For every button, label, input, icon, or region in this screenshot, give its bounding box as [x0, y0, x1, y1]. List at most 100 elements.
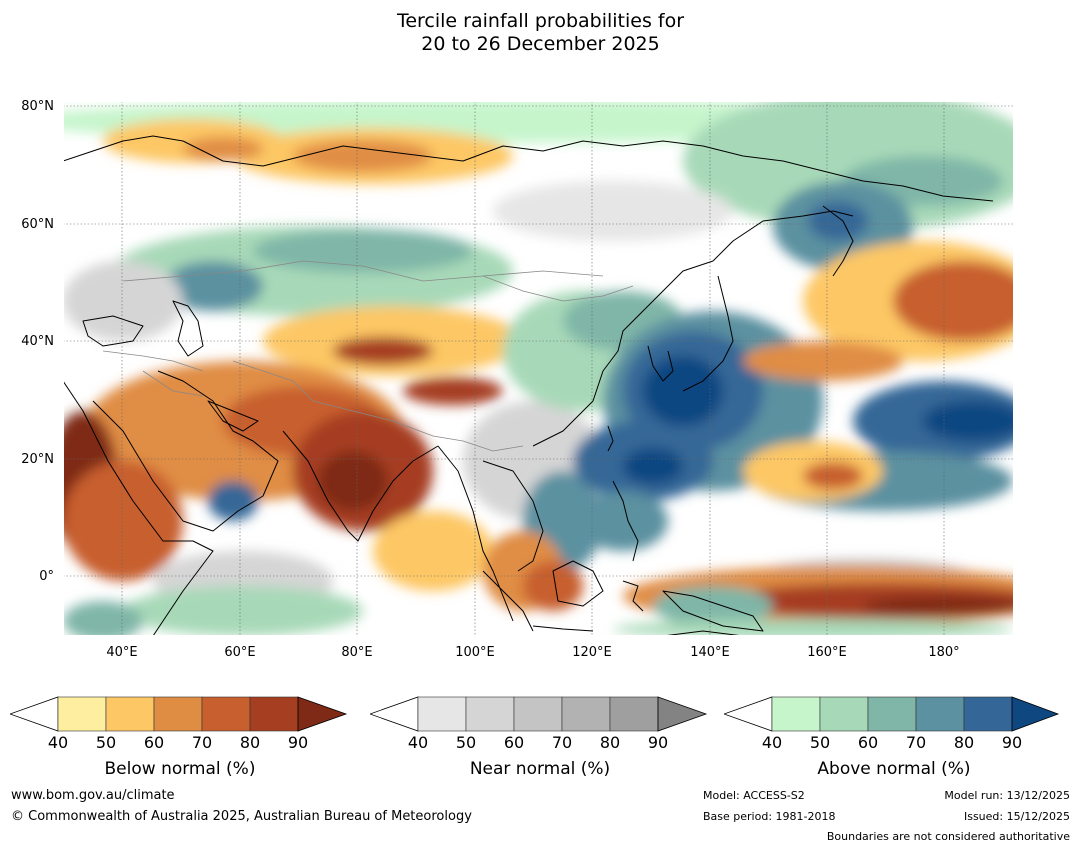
lon-label-160e: 160°E: [807, 645, 847, 660]
patch-russia-orange-dark: [293, 140, 433, 172]
tick-near-70: 70: [551, 733, 573, 752]
tick-above-70: 70: [905, 733, 927, 752]
tick-above-80: 80: [953, 733, 975, 752]
footer-model: Model: ACCESS-S2: [703, 789, 805, 802]
tick-near-90: 90: [647, 733, 669, 752]
coast-indochina: [482, 460, 544, 572]
lat-label-60n: 60°N: [21, 217, 54, 232]
tick-below-40: 40: [47, 733, 69, 752]
footer-model-run: Model run: 13/12/2025: [944, 789, 1070, 802]
colorbar-below-seg-4: [201, 696, 251, 732]
footer-boundaries: Boundaries are not considered authoritat…: [826, 830, 1070, 843]
lat-label-0: 0°: [39, 569, 54, 584]
colorbar-below-seg-3: [153, 696, 203, 732]
patch-grey-siberia: [493, 181, 733, 241]
lat-label-20n: 20°N: [21, 452, 54, 467]
colorbar-above-seg-1: [771, 696, 821, 732]
country-boundaries: [102, 260, 634, 452]
coast-scandinavia: [63, 135, 184, 162]
patch-kazakh-teal: [253, 229, 473, 273]
colorbar-near-seg-3: [513, 696, 563, 732]
colorbar-below-seg-5: [249, 696, 299, 732]
colorbar-near-svg: [368, 696, 708, 732]
patch-india-deep: [318, 451, 388, 511]
lon-label-40e: 40°E: [106, 645, 138, 660]
lon-label-120e: 120°E: [572, 645, 612, 660]
patch-caspian-teal: [163, 261, 263, 311]
colorbar-above-extend-left: [722, 696, 773, 732]
patch-philsea-deep: [623, 448, 683, 484]
patch-scand-dark: [183, 137, 263, 161]
coastlines: [63, 135, 994, 636]
coast-china: [532, 260, 714, 447]
tick-near-50: 50: [455, 733, 477, 752]
coast-bengal: [437, 445, 514, 622]
coast-kamchatka: [822, 205, 854, 277]
patch-bay-bengal: [373, 511, 493, 591]
footer-url: www.bom.gov.au/climate: [11, 788, 175, 803]
colorbar-below-seg-2: [105, 696, 155, 732]
tick-near-80: 80: [599, 733, 621, 752]
lat-label-40n: 40°N: [21, 334, 54, 349]
footer-base-period: Base period: 1981-2018: [703, 810, 836, 823]
coast-borneo: [552, 560, 604, 607]
tick-below-80: 80: [239, 733, 261, 752]
border-central-asia: [122, 260, 604, 282]
colorbar-above: [722, 696, 1064, 736]
tick-near-60: 60: [503, 733, 525, 752]
patch-tarim-dark: [403, 377, 503, 405]
coast-philippines: [612, 480, 639, 562]
patch-borneo-brown: [523, 561, 583, 611]
tick-above-50: 50: [809, 733, 831, 752]
map-title: Tercile rainfall probabilities for 20 to…: [0, 10, 1081, 56]
border-middle-east: [142, 370, 204, 397]
tick-below-70: 70: [191, 733, 213, 752]
footer-copyright: © Commonwealth of Australia 2025, Austra…: [11, 809, 472, 824]
patch-kamchatka-blue: [808, 201, 868, 241]
patch-io-teal: [63, 601, 143, 636]
colorbar-above-seg-4: [915, 696, 965, 732]
footer-issued: Issued: 15/12/2025: [963, 810, 1070, 823]
colorbar-near: [368, 696, 710, 736]
colorbar-near-extend-left: [368, 696, 419, 732]
tick-above-40: 40: [761, 733, 783, 752]
colorbar-above-seg-2: [819, 696, 869, 732]
colorbar-below-svg: [8, 696, 348, 732]
patch-phil-teal: [578, 491, 668, 551]
border-turkey: [102, 350, 204, 372]
lat-label-80n: 80°N: [21, 99, 54, 114]
tick-below-90: 90: [287, 733, 309, 752]
title-line-1: Tercile rainfall probabilities for: [396, 10, 685, 32]
patch-cpac-brown: [803, 462, 863, 490]
border-china-se: [462, 440, 524, 452]
patch-npac-mid: [743, 341, 903, 381]
coast-sumatra: [482, 570, 534, 632]
colorbar-below-seg-1: [57, 696, 107, 732]
coast-japan: [682, 275, 734, 392]
lon-label-140e: 140°E: [690, 645, 730, 660]
colorbar-below-label: Below normal (%): [104, 759, 256, 779]
patch-eqpac-deep: [863, 596, 1014, 616]
colorbar-above-extend-right: [1011, 696, 1060, 732]
patch-yemen-blue: [208, 481, 258, 521]
coast-arctic: [182, 140, 994, 202]
patch-tibet-dark: [333, 337, 433, 365]
border-iran-afghan: [232, 360, 314, 402]
title-line-2: 20 to 26 December 2025: [421, 33, 660, 55]
patch-io-green: [123, 586, 363, 636]
coast-india: [282, 430, 439, 542]
colorbar-near-label: Near normal (%): [469, 759, 611, 779]
border-mongolia: [482, 275, 634, 302]
map-canvas: [63, 101, 1014, 636]
lon-label-80e: 80°E: [341, 645, 373, 660]
patch-grey-west: [63, 261, 183, 341]
lon-label-60e: 60°E: [224, 645, 256, 660]
patch-npac-dark: [893, 261, 1014, 341]
colorbar-near-seg-2: [465, 696, 515, 732]
colorbar-above-seg-3: [867, 696, 917, 732]
lon-label-100e: 100°E: [455, 645, 495, 660]
lon-label-180: 180°: [928, 645, 960, 660]
colorbar-near-seg-4: [561, 696, 611, 732]
patch-png-teal: [653, 586, 773, 626]
colorbar-near-seg-1: [417, 696, 467, 732]
